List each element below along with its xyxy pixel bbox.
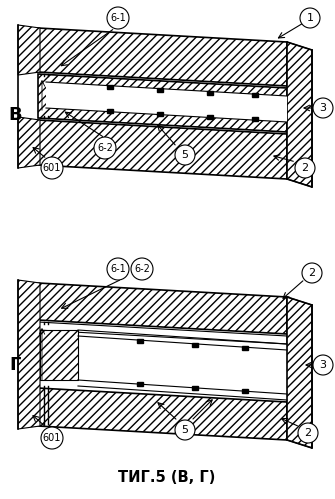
Bar [252, 117, 258, 121]
Bar [242, 346, 248, 350]
Bar [157, 112, 163, 116]
Polygon shape [38, 120, 287, 179]
Text: В: В [8, 106, 22, 124]
Polygon shape [40, 330, 78, 380]
Polygon shape [287, 297, 312, 448]
Text: Г: Г [9, 356, 21, 374]
Text: 2: 2 [309, 268, 316, 278]
Text: 5: 5 [182, 425, 189, 435]
Bar [137, 339, 143, 343]
Text: 3: 3 [320, 360, 327, 370]
Polygon shape [18, 280, 40, 429]
Circle shape [302, 263, 322, 283]
Circle shape [107, 258, 129, 280]
Text: 6-1: 6-1 [110, 13, 126, 23]
Polygon shape [38, 388, 287, 440]
Text: 5: 5 [182, 150, 189, 160]
Text: 601: 601 [43, 163, 61, 173]
Circle shape [298, 423, 318, 443]
Text: 2: 2 [305, 428, 312, 438]
Polygon shape [38, 322, 287, 344]
Circle shape [94, 137, 116, 159]
Bar [252, 93, 258, 97]
Circle shape [313, 98, 333, 118]
Text: 601: 601 [43, 433, 61, 443]
Text: 3: 3 [320, 103, 327, 113]
Bar [107, 109, 113, 113]
Circle shape [313, 355, 333, 375]
Bar [192, 343, 198, 347]
Bar [207, 91, 213, 95]
Bar [192, 386, 198, 390]
Polygon shape [46, 82, 287, 122]
Circle shape [295, 158, 315, 178]
Polygon shape [18, 117, 40, 168]
Bar [137, 382, 143, 386]
Bar [107, 85, 113, 89]
Bar [157, 88, 163, 92]
Polygon shape [38, 74, 287, 132]
Circle shape [41, 157, 63, 179]
Text: 6-2: 6-2 [134, 264, 150, 274]
Polygon shape [38, 283, 287, 334]
Circle shape [41, 427, 63, 449]
Circle shape [131, 258, 153, 280]
Text: 6-2: 6-2 [97, 143, 113, 153]
Bar [242, 389, 248, 393]
Text: 6-1: 6-1 [110, 264, 126, 274]
Bar [207, 115, 213, 119]
Circle shape [175, 420, 195, 440]
Polygon shape [287, 42, 312, 187]
Circle shape [300, 8, 320, 28]
Text: ΤИГ.5 (В, Г): ΤИГ.5 (В, Г) [118, 471, 216, 486]
Circle shape [175, 145, 195, 165]
Circle shape [107, 7, 129, 29]
Text: 1: 1 [307, 13, 314, 23]
Polygon shape [18, 25, 40, 75]
Polygon shape [38, 28, 287, 86]
Text: 2: 2 [302, 163, 309, 173]
